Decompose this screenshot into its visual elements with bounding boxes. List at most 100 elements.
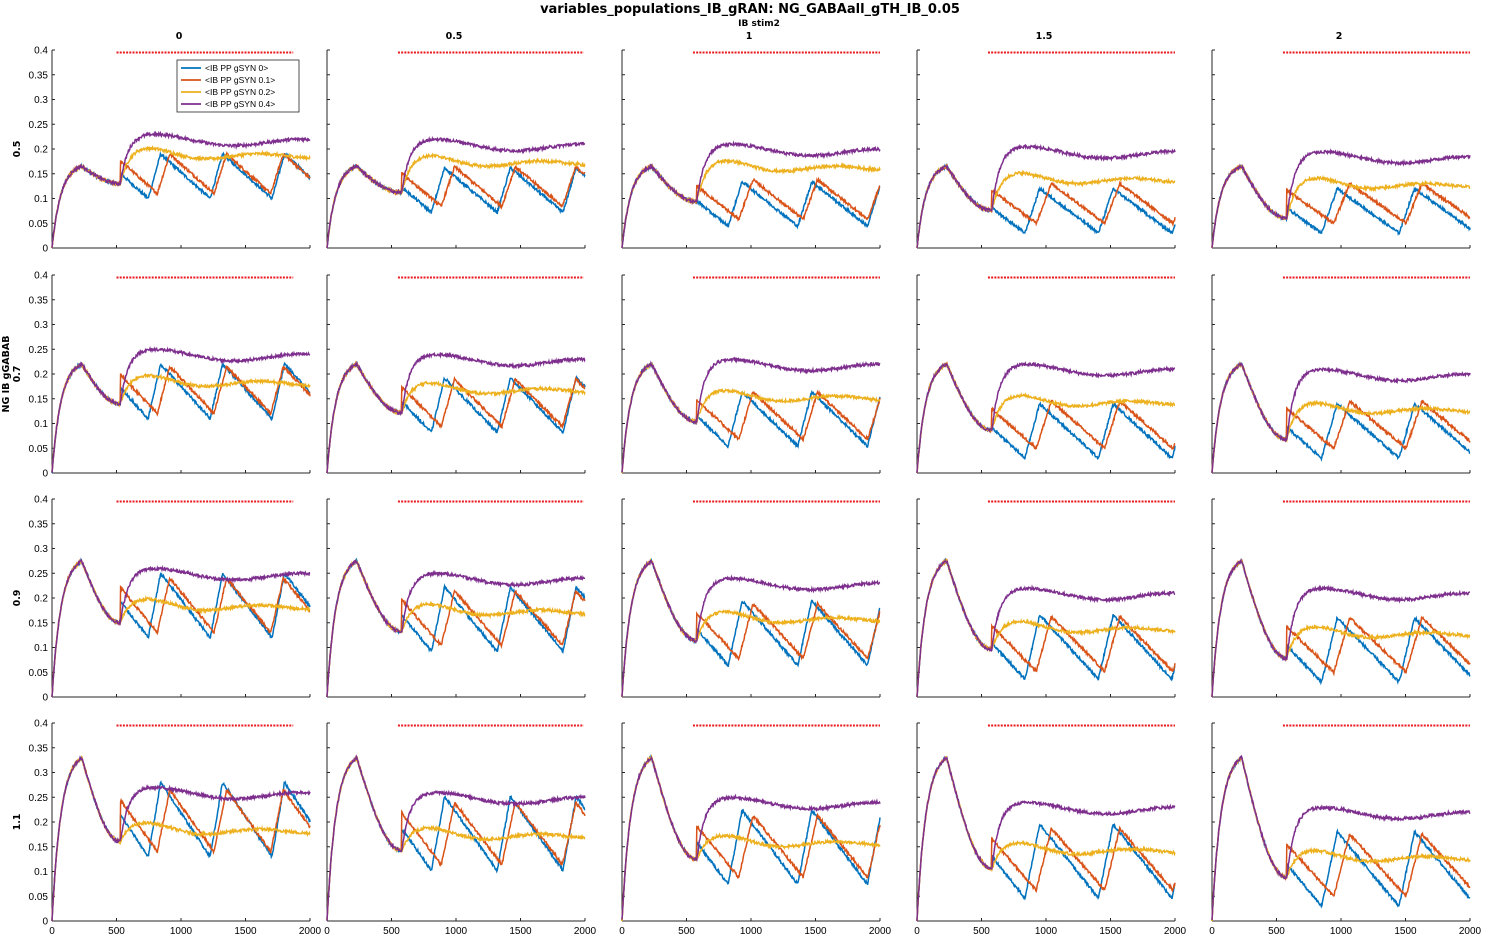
series-line-2 (51, 755, 311, 922)
series-line-4 (326, 559, 586, 698)
series-line-1 (51, 151, 311, 248)
x-tick-label: 1000 (170, 926, 193, 937)
series-line-1 (916, 756, 1176, 921)
figure-title: variables_populations_IB_gRAN: NG_GABAal… (540, 2, 960, 17)
y-tick-label: 0.25 (29, 345, 49, 356)
y-tick-label: 0.1 (34, 643, 48, 654)
row-label: 0.9 (12, 590, 23, 607)
panel-r1-c2: 0.5 (326, 31, 586, 249)
y-tick-label: 0.35 (29, 519, 49, 530)
panel-r2-c5 (1211, 274, 1471, 474)
y-tick-label: 0.2 (34, 145, 48, 156)
series-line-3 (621, 753, 881, 922)
y-tick-label: 0.15 (29, 618, 49, 629)
panel-r1-c4: 1.5 (916, 31, 1176, 249)
y-tick-label: 0.05 (29, 219, 49, 230)
panel-r1-c1: 0 0.05 0.1 0.15 0.2 0.25 0.3 0.35 0.4 0 0.5 (12, 31, 311, 255)
series-line-1 (326, 163, 586, 247)
series-line-4 (621, 356, 881, 473)
series-line-4 (916, 361, 1176, 473)
series-line-4 (1211, 558, 1471, 698)
row-label: 0.7 (12, 366, 23, 383)
panel-r4-c3: 0 500 1000 1500 2000 (619, 722, 892, 937)
legend-entry: <IB PP gSYN 0.4> (205, 99, 275, 109)
panel-r3-c5 (1211, 498, 1471, 698)
y-tick-label: 0.35 (29, 70, 49, 81)
series-line-4 (326, 135, 586, 249)
y-tick-label: 0.05 (29, 668, 49, 679)
series-line-4 (621, 755, 881, 920)
y-tick-label: 0.05 (29, 444, 49, 455)
y-tick-label: 0.4 (34, 271, 48, 282)
series-line-3 (326, 755, 586, 920)
legend-entry: <IB PP gSYN 0.2> (205, 87, 275, 97)
column-title: 2 (1336, 31, 1343, 42)
series-line-3 (1211, 559, 1471, 698)
series-line-3 (1211, 755, 1471, 922)
series-line-4 (51, 130, 311, 248)
x-tick-label: 1000 (1330, 926, 1353, 937)
y-tick-label: 0.15 (29, 842, 49, 853)
y-tick-label: 0.3 (34, 544, 48, 555)
legend-entry: <IB PP gSYN 0> (205, 63, 268, 73)
series-line-4 (916, 755, 1176, 922)
y-tick-label: 0.35 (29, 743, 49, 754)
column-title: 1.5 (1036, 31, 1053, 42)
x-tick-label: 0 (619, 926, 625, 937)
y-tick-label: 0.25 (29, 120, 49, 131)
y-tick-label: 0 (42, 244, 48, 255)
x-tick-label: 1500 (1394, 926, 1417, 937)
x-tick-label: 1000 (445, 926, 468, 937)
row-label: 0.5 (12, 141, 23, 158)
panel-r2-c2 (326, 274, 586, 474)
column-title: 1 (746, 31, 753, 42)
y-tick-label: 0.15 (29, 169, 49, 180)
y-tick-label: 0.1 (34, 419, 48, 430)
x-tick-label: 2000 (1459, 926, 1482, 937)
series-line-4 (621, 559, 881, 697)
y-tick-label: 0.1 (34, 194, 48, 205)
series-line-4 (916, 559, 1176, 698)
series-line-3 (916, 755, 1176, 921)
x-tick-label: 500 (678, 926, 695, 937)
series-line-1 (51, 755, 311, 922)
series-line-4 (326, 754, 586, 921)
series-line-2 (326, 755, 586, 921)
x-tick-label: 0 (324, 926, 330, 937)
panel-r2-c3 (621, 274, 881, 474)
y-tick-label: 0.4 (34, 719, 48, 730)
y-tick-label: 0 (42, 469, 48, 480)
x-tick-label: 1000 (1035, 926, 1058, 937)
y-tick-label: 0.15 (29, 394, 49, 405)
panel-r1-c3: 1 (621, 31, 881, 249)
panel-r4-c2: 0 500 1000 1500 2000 (324, 722, 597, 937)
panel-r3-c1: 0 0.05 0.1 0.15 0.2 0.25 0.3 0.35 0.4 0.9 (12, 495, 311, 704)
x-tick-label: 2000 (869, 926, 892, 937)
y-tick-label: 0.4 (34, 46, 48, 57)
y-tick-label: 0.2 (34, 818, 48, 829)
panel-r2-c4 (916, 274, 1176, 474)
y-tick-label: 0.3 (34, 768, 48, 779)
panel-r4-c4: 0 500 1000 1500 2000 (914, 722, 1187, 937)
y-tick-label: 0.2 (34, 370, 48, 381)
x-tick-label: 500 (1268, 926, 1285, 937)
series-line-2 (916, 756, 1176, 922)
y-tick-label: 0.4 (34, 495, 48, 506)
panel-r4-c1: 0 0.05 0.1 0.15 0.2 0.25 0.3 0.35 0.4 0 500 1000 150… (12, 719, 322, 938)
series-line-4 (916, 143, 1176, 248)
x-tick-label: 1500 (509, 926, 532, 937)
row-label: 1.1 (12, 814, 23, 831)
panel-r4-c5: 0 500 1000 1500 2000 (1209, 722, 1482, 937)
series-line-4 (621, 140, 881, 249)
series-line-1 (1211, 755, 1471, 921)
series-line-4 (1211, 148, 1471, 248)
y-tick-label: 0.3 (34, 95, 48, 106)
x-tick-label: 500 (108, 926, 125, 937)
x-tick-label: 0 (49, 926, 55, 937)
y-tick-label: 0.3 (34, 320, 48, 331)
series-line-4 (1211, 754, 1471, 920)
y-tick-label: 0.35 (29, 295, 49, 306)
column-title: 0 (176, 31, 183, 42)
x-tick-label: 1000 (740, 926, 763, 937)
x-tick-label: 500 (973, 926, 990, 937)
